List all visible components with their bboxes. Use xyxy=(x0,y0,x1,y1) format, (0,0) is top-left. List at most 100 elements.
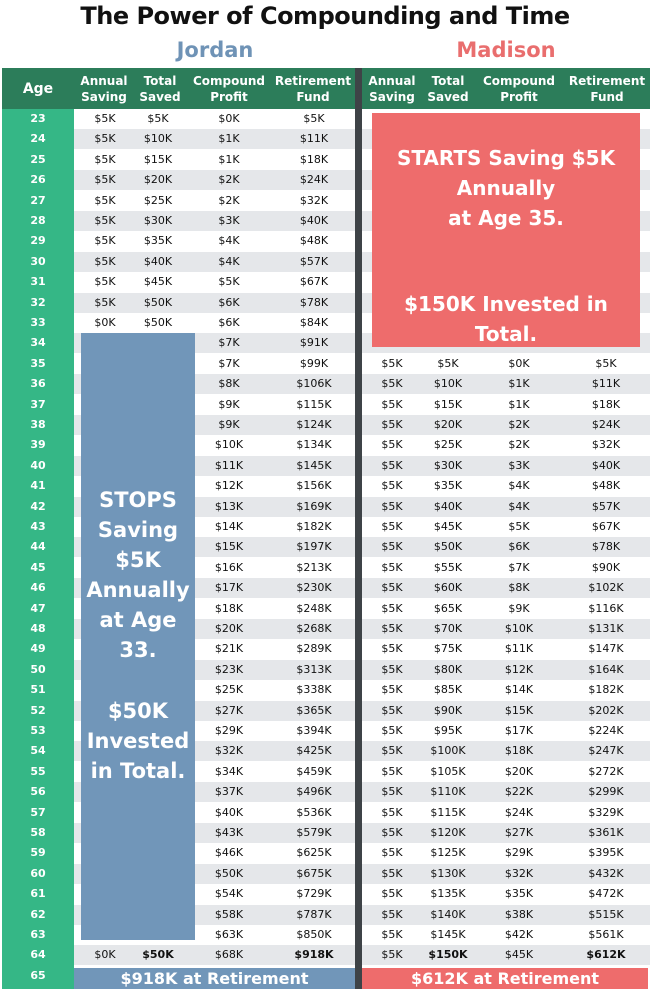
row-stripe-madison xyxy=(362,904,650,925)
madison-annual-saving-cell: $5K xyxy=(381,683,403,697)
madison-retirement-fund-cell: $67K xyxy=(591,520,621,533)
header-madison-annual-saving: Annual Saving xyxy=(368,73,416,104)
madison-total-saved-cell: $55K xyxy=(433,560,463,574)
madison-retirement-fund-cell: $102K xyxy=(588,581,624,595)
jordan-retirement-fund-cell: $134K xyxy=(296,438,332,452)
madison-total-saved-cell: $5K xyxy=(437,356,459,370)
row-stripe-madison xyxy=(362,496,650,517)
jordan-annual-saving-cell: $5K xyxy=(94,132,116,146)
age-cell: 58 xyxy=(30,826,46,839)
madison-compound-profit-cell: $5K xyxy=(508,520,530,533)
age-cell: 63 xyxy=(30,928,46,941)
jordan-retirement-fund-cell: $169K xyxy=(296,499,332,513)
madison-retirement-fund-cell: $164K xyxy=(588,662,624,676)
jordan-retirement-fund-cell: $338K xyxy=(296,683,332,697)
jordan-compound-profit-cell: $10K xyxy=(214,438,244,452)
madison-total-saved-cell: $145K xyxy=(430,928,466,941)
jordan-compound-profit-cell: $9K xyxy=(218,418,240,431)
madison-retirement-fund-cell: $395K xyxy=(588,846,624,860)
madison-annual-saving-cell: $5K xyxy=(381,785,403,799)
jordan-note-stops: STOPS Saving $5K Annually at Age 33. xyxy=(86,488,190,662)
jordan-retirement-fund-cell: $394K xyxy=(296,724,332,737)
madison-compound-profit-cell: $45K xyxy=(504,948,534,962)
age-column xyxy=(2,109,74,989)
madison-annual-saving-cell: $5K xyxy=(381,581,403,595)
header-madison-retirement-fund: Retirement Fund xyxy=(568,73,646,104)
madison-total-saved-cell: $35K xyxy=(433,479,463,493)
madison-compound-profit-cell: $3K xyxy=(508,458,530,472)
jordan-compound-profit-cell: $16K xyxy=(214,560,244,574)
row-stripe-madison xyxy=(362,415,650,435)
madison-compound-profit-cell: $14K xyxy=(504,683,534,697)
jordan-total-saved-cell: $30K xyxy=(143,214,173,227)
age-cell: 61 xyxy=(30,887,46,901)
madison-compound-profit-cell: $42K xyxy=(504,928,534,941)
jordan-retirement-fund-cell: $11K xyxy=(299,132,329,146)
jordan-compound-profit-cell: $50K xyxy=(214,866,244,880)
madison-compound-profit-cell: $2K xyxy=(508,438,530,452)
jordan-annual-saving-cell: $5K xyxy=(94,193,116,207)
jordan-compound-profit-cell: $37K xyxy=(214,785,244,799)
age-cell: 23 xyxy=(30,112,46,125)
age-cell: 56 xyxy=(30,785,46,799)
jordan-retirement-fund-cell: $289K xyxy=(296,642,332,656)
madison-compound-profit-cell: $7K xyxy=(508,560,530,574)
age-cell: 27 xyxy=(30,193,46,207)
madison-annual-saving-cell: $5K xyxy=(381,499,403,513)
jordan-total-saved-cell: $20K xyxy=(143,173,173,187)
row-stripe-jordan xyxy=(74,292,355,313)
header-jordan-total-saved: Total Saved xyxy=(139,73,181,104)
row-stripe-madison xyxy=(362,578,650,599)
madison-total-saved-cell: $150K xyxy=(428,948,468,962)
jordan-compound-profit-cell: $32K xyxy=(214,744,244,758)
jordan-compound-profit-cell: $20K xyxy=(214,622,244,635)
madison-retirement-fund-cell: $147K xyxy=(588,642,624,656)
jordan-compound-profit-cell: $46K xyxy=(214,846,244,860)
madison-total-saved-cell: $95K xyxy=(433,724,463,737)
age-cell: 45 xyxy=(30,560,46,574)
madison-compound-profit-cell: $1K xyxy=(508,377,530,391)
madison-compound-profit-cell: $8K xyxy=(508,581,530,595)
age-cell: 37 xyxy=(30,397,46,411)
jordan-annual-saving-cell: $5K xyxy=(94,214,116,227)
age-cell: 26 xyxy=(30,173,46,187)
jordan-compound-profit-cell: $68K xyxy=(214,948,244,962)
jordan-annual-saving-cell: $5K xyxy=(94,112,116,125)
madison-total-saved-cell: $10K xyxy=(433,377,463,391)
age-cell: 59 xyxy=(30,846,46,860)
madison-compound-profit-cell: $12K xyxy=(504,662,534,676)
jordan-retirement-fund-cell: $787K xyxy=(296,907,332,921)
madison-annual-saving-cell: $5K xyxy=(381,866,403,880)
madison-retirement-fund-cell: $361K xyxy=(588,826,624,839)
jordan-label: Jordan xyxy=(176,38,254,62)
jordan-retirement-fund-cell: $156K xyxy=(296,479,332,493)
jordan-compound-profit-cell: $2K xyxy=(218,173,240,187)
jordan-total-saved-cell: $40K xyxy=(143,254,173,268)
jordan-total-saved-cell: $35K xyxy=(143,234,173,248)
madison-retirement-fund-cell: $247K xyxy=(588,744,624,758)
madison-compound-profit-cell: $24K xyxy=(504,805,534,819)
jordan-retirement-fund-cell: $625K xyxy=(296,846,332,860)
jordan-annual-saving-cell: $5K xyxy=(94,254,116,268)
madison-annual-saving-cell: $5K xyxy=(381,397,403,411)
jordan-annual-saving-cell: $5K xyxy=(94,275,116,289)
madison-annual-saving-cell: $5K xyxy=(381,601,403,615)
column-divider xyxy=(355,68,362,989)
jordan-compound-profit-cell: $11K xyxy=(214,458,244,472)
jordan-retirement-fund-cell: $67K xyxy=(299,275,329,289)
age-cell: 44 xyxy=(30,540,46,554)
madison-total-saved-cell: $105K xyxy=(430,764,466,778)
madison-annual-saving-cell: $5K xyxy=(381,744,403,758)
header-jordan-compound-profit: Compound Profit xyxy=(192,73,266,104)
madison-compound-profit-cell: $35K xyxy=(504,887,534,901)
jordan-retirement-fund-cell: $496K xyxy=(296,785,332,799)
row-stripe-jordan xyxy=(74,251,355,272)
age-cell: 60 xyxy=(30,866,46,880)
madison-compound-profit-cell: $18K xyxy=(504,744,534,758)
jordan-compound-profit-cell: $13K xyxy=(214,499,244,513)
madison-compound-profit-cell: $2K xyxy=(508,418,530,431)
jordan-compound-profit-cell: $34K xyxy=(214,764,244,778)
jordan-compound-profit-cell: $6K xyxy=(218,295,240,309)
age-cell: 42 xyxy=(30,499,46,513)
jordan-retirement-fund-cell: $459K xyxy=(296,764,332,778)
